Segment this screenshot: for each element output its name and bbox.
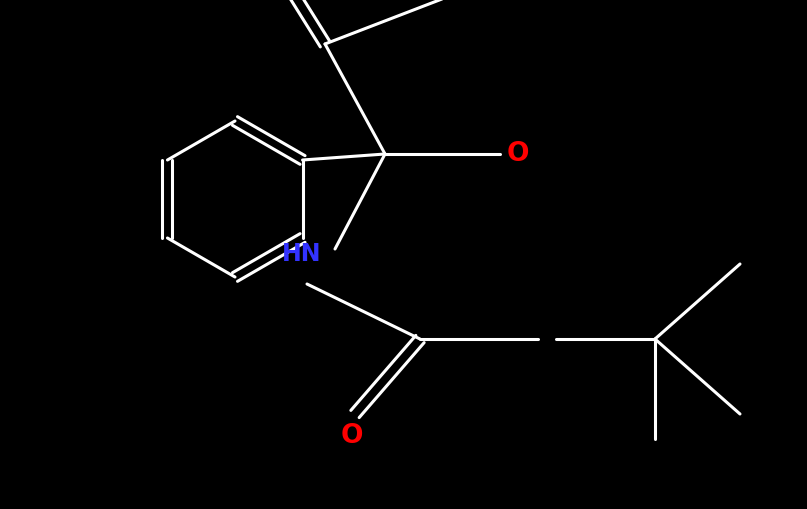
Text: NH: NH <box>455 0 495 3</box>
Text: HN: HN <box>282 242 322 266</box>
Text: O: O <box>507 141 529 167</box>
Text: O: O <box>341 423 363 449</box>
